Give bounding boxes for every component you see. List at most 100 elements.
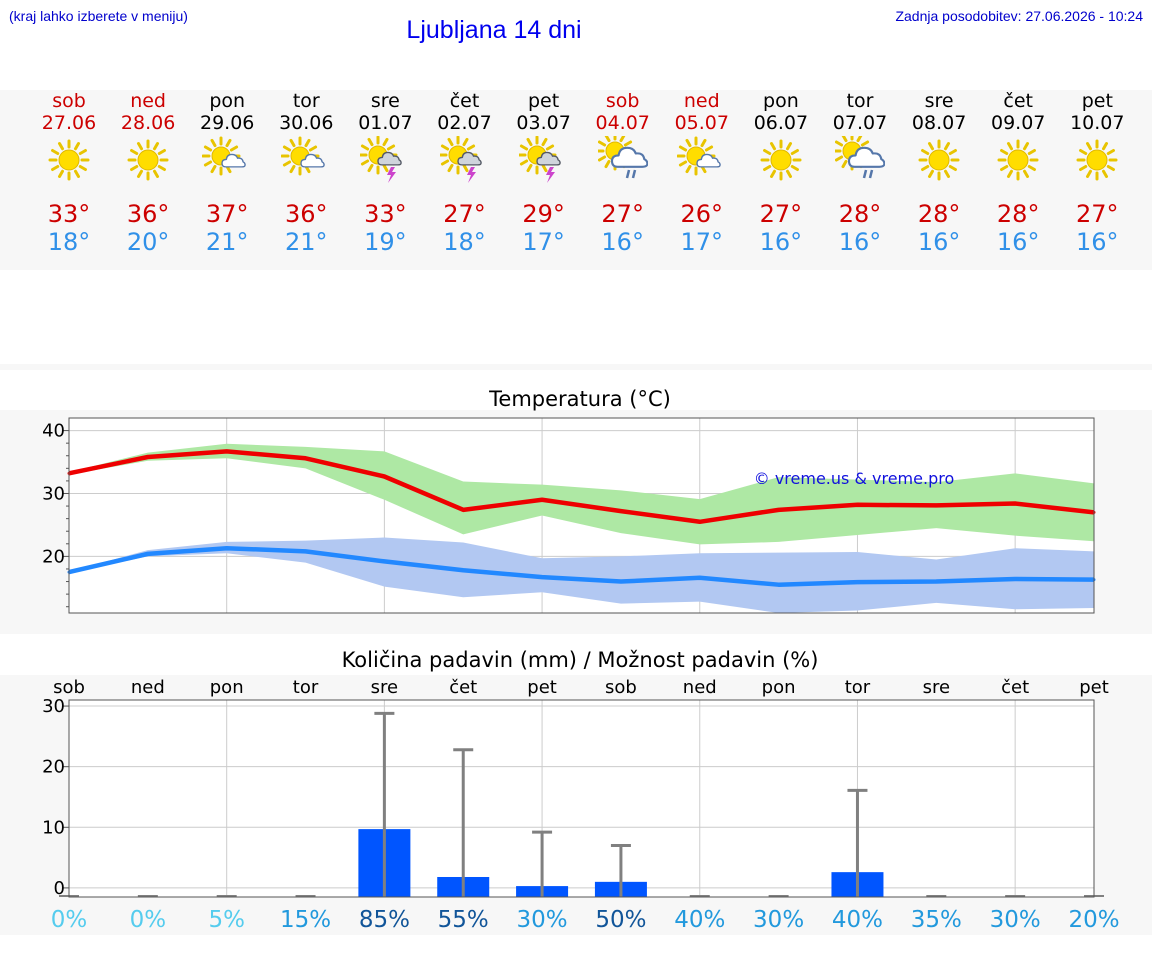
- day-label: pon: [210, 677, 244, 698]
- min-temperature-point: [461, 568, 465, 572]
- day-label: ned: [131, 677, 165, 698]
- day-forecast: ned 05.07 26° 17°: [663, 90, 741, 270]
- precipitation-probability: 35%: [911, 907, 962, 933]
- min-temperature: 21°: [205, 228, 249, 256]
- day-forecast: pet 03.07 29° 17°: [505, 90, 583, 270]
- day-date: 08.07: [911, 112, 967, 134]
- day-name: tor: [292, 90, 320, 112]
- day-forecast: sre 08.07 28° 16°: [900, 90, 978, 270]
- min-temperature: 19°: [364, 228, 407, 256]
- day-name: čet: [1003, 90, 1033, 112]
- day-forecast: pon 29.06 37° 21°: [188, 90, 266, 270]
- max-temperature-point: [540, 498, 544, 502]
- thunderstorm-icon: [518, 136, 561, 183]
- max-temperature-point: [382, 475, 386, 478]
- max-temperature-point: [225, 449, 229, 453]
- min-temperature-point: [304, 549, 308, 553]
- max-temperature-point: [1013, 502, 1017, 506]
- max-temperature: 37°: [205, 200, 249, 228]
- day-forecast: pon 06.07 27° 16°: [742, 90, 820, 270]
- min-temperature-line: [68, 545, 1095, 587]
- min-temperature: 17°: [522, 228, 565, 256]
- day-name: pet: [527, 90, 560, 112]
- last-updated: Zadnja posodobitev: 27.06.2026 - 10:24: [895, 8, 1143, 24]
- sun-shape: [918, 139, 960, 181]
- day-label: čet: [449, 677, 477, 698]
- location-hint: (kraj lahko izberete v meniju): [9, 8, 188, 24]
- cloud-shape: [535, 151, 561, 166]
- max-temperature-point: [619, 509, 623, 513]
- y-tick-label: 0: [54, 878, 65, 899]
- day-date: 06.07: [753, 112, 809, 134]
- rain-shower-icon: [835, 136, 885, 179]
- sunny-icon: [918, 139, 960, 181]
- day-label: pet: [527, 677, 557, 698]
- day-date: 03.07: [516, 112, 571, 134]
- day-date: 28.06: [120, 112, 176, 134]
- day-name: sob: [52, 90, 86, 112]
- precipitation-probability: 40%: [674, 907, 725, 933]
- min-temperature: 17°: [680, 228, 724, 256]
- day-forecast: ned 28.06 36° 20°: [109, 90, 187, 270]
- max-temperature-point: [777, 508, 781, 512]
- day-forecast: sre 01.07 33° 19°: [346, 90, 424, 270]
- temperature-chart-title: Temperatura (°C): [489, 387, 671, 411]
- plot-border: [68, 417, 1095, 614]
- day-name: ned: [683, 90, 720, 112]
- day-date: 07.07: [832, 112, 888, 134]
- min-temperature-point: [855, 580, 859, 584]
- day-forecast: sob 27.06 33° 18°: [30, 90, 108, 270]
- max-temperature: 27°: [601, 200, 644, 228]
- precipitation-probability: 0%: [51, 907, 88, 933]
- day-forecast: tor 07.07 28° 16°: [821, 90, 899, 270]
- precipitation-chart-title: Količina padavin (mm) / Možnost padavin …: [341, 648, 819, 672]
- min-temperature-point: [225, 546, 229, 550]
- min-temperature-point: [777, 583, 781, 587]
- max-temperature: 27°: [1076, 200, 1119, 228]
- day-date: 30.06: [279, 112, 334, 134]
- watermark: © vreme.us & vreme.pro: [754, 469, 955, 488]
- min-temperature: 16°: [759, 228, 803, 256]
- sunny-icon: [1076, 139, 1118, 181]
- day-label: sob: [605, 677, 637, 698]
- day-label: pon: [762, 677, 796, 698]
- day-name: pon: [209, 90, 246, 112]
- min-temperature: 16°: [996, 228, 1040, 256]
- max-temperature: 27°: [443, 200, 486, 228]
- daily-forecast-strip: sob 27.06 33° 18° ned 28.06 36° 20° pon 29.06 37° 2…: [0, 90, 1152, 270]
- day-label: sob: [53, 677, 85, 698]
- precipitation-probability: 15%: [280, 907, 331, 933]
- max-temperature: 28°: [917, 200, 961, 228]
- cloud-shape: [696, 153, 721, 168]
- precipitation-probability: 30%: [517, 907, 568, 933]
- min-temperature-point: [382, 559, 386, 563]
- precipitation-probability: 5%: [208, 907, 245, 933]
- y-tick-label: 20: [42, 757, 65, 778]
- partly-cloudy-icon: [676, 136, 721, 176]
- max-temperature-point: [934, 503, 938, 507]
- sunny-icon: [760, 139, 802, 181]
- sun-shape: [127, 139, 169, 181]
- day-forecast: sob 04.07 27° 16°: [584, 90, 662, 270]
- precipitation-probability: 30%: [753, 907, 804, 933]
- y-tick-label: 10: [42, 817, 65, 838]
- sunny-icon: [127, 139, 169, 181]
- max-temperature-point: [304, 456, 308, 460]
- precipitation-chart: sob ned pon tor sre čet pet sob ned pon tor sre čet p…: [42, 677, 1119, 933]
- day-name: pet: [1081, 90, 1113, 112]
- precipitation-probability: 20%: [1068, 907, 1119, 933]
- day-date: 02.07: [437, 112, 492, 134]
- day-label: čet: [1001, 677, 1029, 698]
- min-temperature: 16°: [838, 228, 882, 256]
- min-temperature-point: [934, 580, 938, 584]
- y-tick-label: 30: [42, 696, 65, 717]
- day-name: čet: [449, 90, 480, 112]
- precipitation-probability: 0%: [130, 907, 167, 933]
- sunny-icon: [997, 139, 1039, 181]
- day-date: 27.06: [41, 112, 97, 134]
- min-temperature: 16°: [601, 228, 644, 256]
- min-temperature: 21°: [285, 228, 328, 256]
- cloud-shape: [847, 146, 885, 168]
- max-temperature: 28°: [838, 200, 882, 228]
- min-temperature: 20°: [126, 228, 170, 256]
